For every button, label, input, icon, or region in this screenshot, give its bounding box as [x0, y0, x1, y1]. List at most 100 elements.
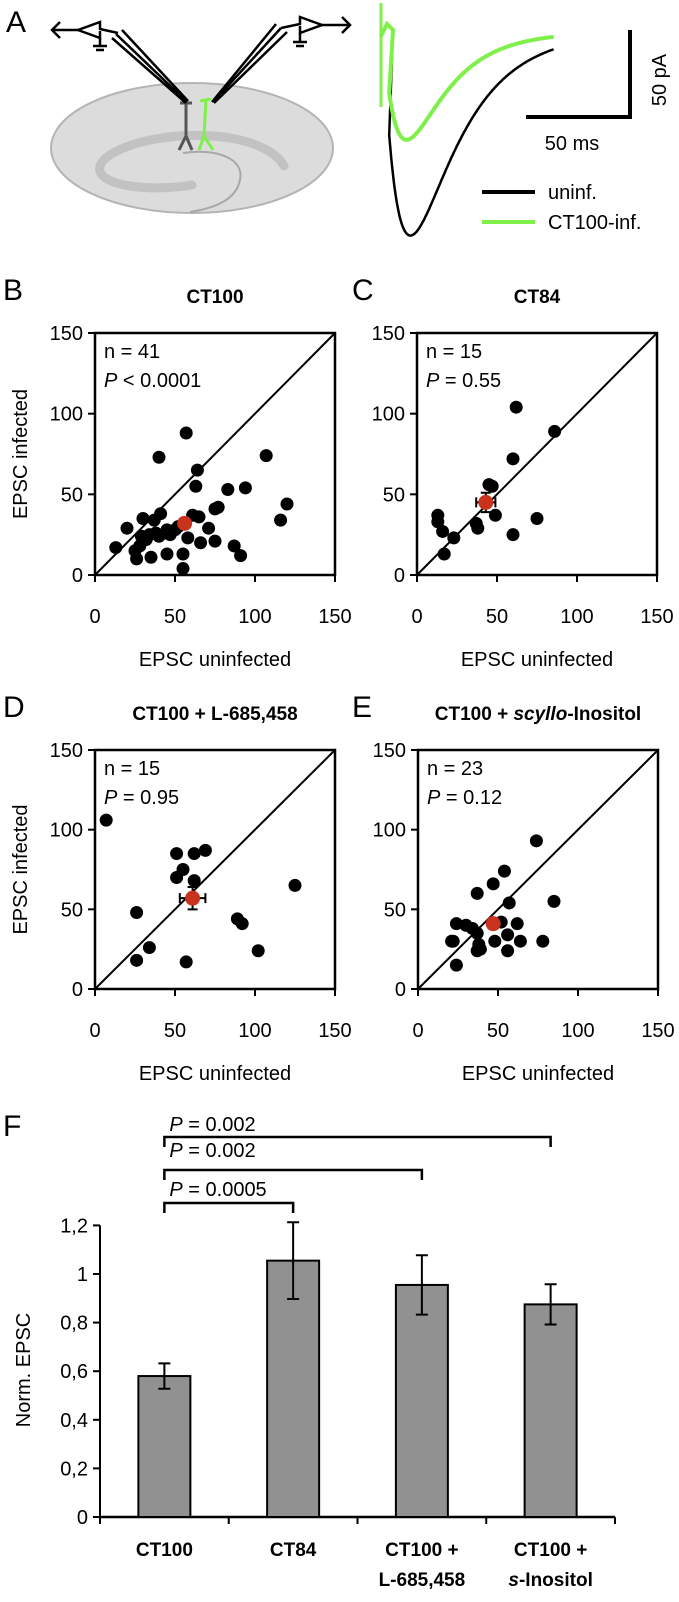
data-point: [198, 843, 212, 857]
x-tick-label: 0: [411, 606, 422, 628]
data-point: [181, 531, 195, 545]
data-point: [488, 508, 502, 522]
panel-label-a: A: [6, 6, 26, 39]
dentate-gyrus-outline: [182, 150, 242, 213]
data-point: [548, 424, 562, 438]
data-point: [130, 906, 144, 920]
data-point: [208, 534, 222, 548]
significance-label: P = 0.002: [169, 1114, 255, 1136]
bar: [394, 1283, 449, 1519]
p-value: = 0.002: [183, 1114, 256, 1136]
identity-line: [94, 332, 336, 576]
data-point: [471, 521, 485, 535]
y-tick-label: 150: [373, 740, 406, 762]
significance-bracket: [163, 1201, 295, 1213]
y-tick-label: 100: [373, 820, 406, 842]
category-label-part: s: [508, 1570, 519, 1591]
data-point: [142, 941, 156, 955]
x-tick-label: 0: [89, 606, 100, 628]
bar: [523, 1303, 578, 1518]
panel-label-d: D: [3, 691, 25, 724]
data-point: [497, 864, 511, 878]
data-point: [470, 926, 484, 940]
data-point: [160, 547, 174, 561]
title-part: scyllo: [513, 704, 567, 725]
data-point: [530, 512, 544, 526]
data-point: [130, 953, 144, 967]
data-point: [547, 894, 561, 908]
category-label-line2: s-Inositol: [508, 1570, 592, 1591]
data-point: [179, 955, 193, 969]
x-tick-label: 0: [89, 1020, 100, 1042]
data-point: [120, 521, 134, 535]
data-point: [99, 813, 113, 827]
scale-bar: [526, 30, 632, 119]
p-symbol: P: [104, 370, 118, 392]
bar-chart-panel: 0 0,2 0,4 0,6 0,8 1 1,2 Norm. EPSC CT100 CT84 CT10…: [13, 1114, 616, 1591]
significance-bracket: [163, 1168, 424, 1180]
data-point: [506, 528, 520, 542]
data-point: [274, 513, 288, 527]
data-point: [470, 886, 484, 900]
data-point: [152, 450, 166, 464]
n-label: n = 23: [427, 758, 483, 780]
y-tick-label: 150: [50, 740, 83, 762]
y-tick-label: 150: [372, 323, 405, 345]
error-bar: [287, 1221, 300, 1301]
identity-line: [417, 749, 659, 990]
scale-bar-current-label: 50 pA: [649, 53, 671, 106]
category-label: CT100 +: [385, 1540, 458, 1561]
y-tick-label: 0,4: [60, 1410, 88, 1432]
data-point: [208, 502, 222, 516]
data-point: [234, 549, 248, 563]
p-symbol: P: [169, 1114, 183, 1136]
data-point: [447, 531, 461, 545]
p-value: = 0.55: [439, 370, 501, 392]
n-label: n = 41: [104, 341, 160, 363]
identity-line: [94, 749, 336, 990]
data-point: [486, 877, 500, 891]
x-axis-label: EPSC uninfected: [462, 1063, 614, 1085]
data-point: [170, 847, 184, 861]
data-point: [437, 547, 451, 561]
y-tick-label: 0: [77, 1507, 88, 1529]
x-tick-label: 100: [238, 606, 271, 628]
data-point: [176, 562, 190, 576]
panel-title: CT100 + L-685,458: [132, 704, 297, 725]
x-tick-label: 100: [238, 1020, 271, 1042]
data-point: [502, 896, 516, 910]
scale-bar-time-label: 50 ms: [545, 133, 599, 155]
data-point: [170, 870, 184, 884]
scatter-panel-d: CT100 + L-685,458 0 50 100 150 0 50 100 150 EPSC …: [10, 704, 352, 1085]
bar: [266, 1259, 321, 1518]
y-axis-label: EPSC infected: [10, 389, 32, 519]
title-part: CT100 +: [435, 704, 514, 725]
data-point: [501, 928, 515, 942]
x-tick-label: 50: [164, 606, 186, 628]
data-point: [449, 917, 463, 931]
y-tick-label: 0,6: [60, 1361, 88, 1383]
category-label: CT100 +: [514, 1540, 587, 1561]
mean-point: [185, 890, 201, 906]
trace-infected: [379, 20, 554, 142]
data-point: [431, 515, 445, 529]
panel-a: A 50 ms 50 pA uninf.: [6, 3, 671, 237]
p-value: < 0.0001: [117, 370, 201, 392]
data-point: [163, 528, 177, 542]
y-tick-label: 1: [77, 1264, 88, 1286]
data-point: [446, 934, 460, 948]
data-point: [251, 944, 265, 958]
x-axis-label: EPSC uninfected: [461, 649, 613, 671]
data-point: [238, 481, 252, 495]
plot-frame: [93, 748, 337, 991]
category-label-line2: L-685,458: [379, 1570, 466, 1591]
left-pipette-icon: [50, 20, 189, 104]
data-point: [136, 512, 150, 526]
data-point: [176, 547, 190, 561]
panel-title: CT100 + scyllo-Inositol: [435, 704, 641, 725]
data-point: [506, 452, 520, 466]
y-tick-label: 0: [72, 979, 83, 1001]
ca-region-band: [95, 130, 289, 193]
y-tick-label: 0: [395, 979, 406, 1001]
